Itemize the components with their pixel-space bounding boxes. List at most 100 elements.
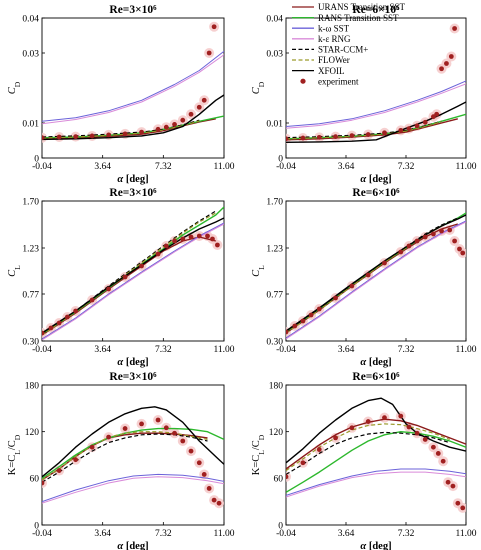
experiment-point: [455, 500, 461, 506]
experiment-point: [206, 50, 212, 56]
y-tick-label: 1.23: [22, 244, 39, 254]
legend-label: k-ε RNG: [318, 34, 351, 44]
experiment-point: [106, 132, 112, 138]
y-tick-label: 1.70: [22, 197, 39, 207]
experiment-point: [42, 480, 45, 486]
x-tick-label: 7.32: [398, 345, 415, 355]
x-tick-label: -0.04: [276, 345, 296, 355]
experiment-point: [64, 314, 70, 320]
x-tick-label: 11.00: [455, 529, 476, 539]
x-tick-label: 3.64: [94, 345, 111, 355]
chart-title: Re=3×10⁶: [109, 4, 157, 16]
x-axis-label: α [deg]: [360, 357, 391, 368]
experiment-point: [406, 126, 412, 131]
experiment-point: [316, 134, 322, 140]
axes-frame: [41, 17, 225, 159]
experiment-point: [440, 458, 446, 464]
y-tick-label: 60: [274, 475, 284, 485]
y-tick-label: 180: [269, 381, 284, 391]
x-tick-label: 3.64: [338, 529, 355, 539]
series-line-keps: [286, 83, 466, 129]
x-axis-label: α [deg]: [117, 357, 148, 368]
y-tick-label: 0.30: [22, 337, 39, 347]
experiment-point: [106, 286, 112, 292]
y-tick-label: 0.04: [22, 14, 39, 24]
experiment-point: [316, 306, 322, 312]
experiment-point: [73, 308, 79, 314]
y-tick-label: 180: [25, 381, 40, 391]
experiment-point: [333, 295, 338, 301]
experiment-point: [201, 472, 207, 477]
x-tick-label: 7.32: [155, 345, 172, 355]
experiment-point: [308, 312, 314, 318]
experiment-point: [439, 228, 444, 234]
experiment-point: [349, 283, 355, 289]
series-line-urans: [286, 418, 466, 470]
y-tick-label: 120: [269, 428, 284, 438]
experiment-halo: [42, 478, 47, 488]
experiment-point: [382, 130, 387, 136]
experiment-point: [180, 236, 186, 242]
series-line-starccm: [286, 217, 459, 333]
experiment-point: [122, 426, 128, 431]
series-line-xfoil: [286, 214, 466, 332]
experiment-point: [205, 233, 210, 239]
experiment-point: [452, 238, 457, 244]
x-tick-label: 7.32: [155, 529, 172, 539]
axes-frame: [285, 200, 467, 342]
axes-frame: [285, 17, 467, 159]
series-line-komega: [42, 473, 224, 503]
series-line-xfoil: [286, 397, 466, 464]
experiment-point: [122, 274, 128, 280]
experiment-point: [300, 460, 306, 466]
chart-panel-5: -0.04 3.64 7.32 11.00 0 60 120 180 α [deg] K=CL/C…: [7, 371, 235, 550]
y-axis-label: CL: [251, 265, 266, 277]
experiment-point: [286, 329, 289, 335]
x-tick-label: -0.04: [276, 162, 296, 172]
axes-frame: [41, 200, 225, 342]
experiment-point: [414, 238, 420, 244]
experiment-point: [452, 26, 457, 31]
x-tick-label: 7.32: [398, 162, 415, 172]
experiment-point: [196, 460, 202, 466]
experiment-point: [139, 263, 144, 269]
experiment-point: [155, 251, 161, 257]
experiment-point: [89, 444, 95, 450]
chart-title: Re=6×10⁶: [352, 4, 400, 16]
chart-panel-2: -0.04 3.64 7.32 11.00 0 0.01 0.03 0.04 α [deg] CD…: [251, 2, 477, 185]
experiment-point: [106, 434, 112, 440]
experiment-point: [398, 127, 404, 133]
experiment-point: [435, 451, 441, 456]
y-tick-label: 0.77: [266, 290, 283, 300]
x-tick-label: -0.04: [32, 529, 52, 539]
experiment-point: [163, 243, 169, 249]
y-tick-label: 0.77: [22, 290, 39, 300]
experiment-point: [206, 486, 212, 491]
x-tick-label: -0.04: [32, 162, 52, 172]
x-axis-label: α [deg]: [360, 174, 391, 185]
chart-title: Re=3×10⁶: [109, 187, 157, 199]
experiment-point: [215, 242, 220, 248]
experiment-point: [180, 438, 186, 444]
experiment-point: [122, 131, 128, 137]
x-tick-label: 3.64: [338, 345, 355, 355]
experiment-point: [172, 430, 177, 436]
experiment-point: [422, 119, 428, 125]
experiment-point: [444, 61, 449, 66]
chart-title: Re=6×10⁶: [352, 187, 400, 199]
experiment-point: [448, 54, 454, 59]
y-tick-label: 0.01: [22, 119, 39, 129]
experiment-point: [300, 135, 306, 141]
experiment-point: [300, 318, 306, 324]
y-tick-label: 0.30: [266, 337, 283, 347]
experiment-point: [422, 437, 428, 442]
y-tick-label: 0: [278, 521, 283, 531]
experiment-point: [286, 474, 289, 480]
experiment-point: [73, 457, 79, 463]
x-tick-label: 3.64: [94, 162, 111, 172]
experiment-point: [210, 236, 215, 242]
experiment-point: [382, 415, 387, 421]
x-tick-label: 11.00: [213, 162, 234, 172]
series-line-rans: [42, 115, 224, 139]
